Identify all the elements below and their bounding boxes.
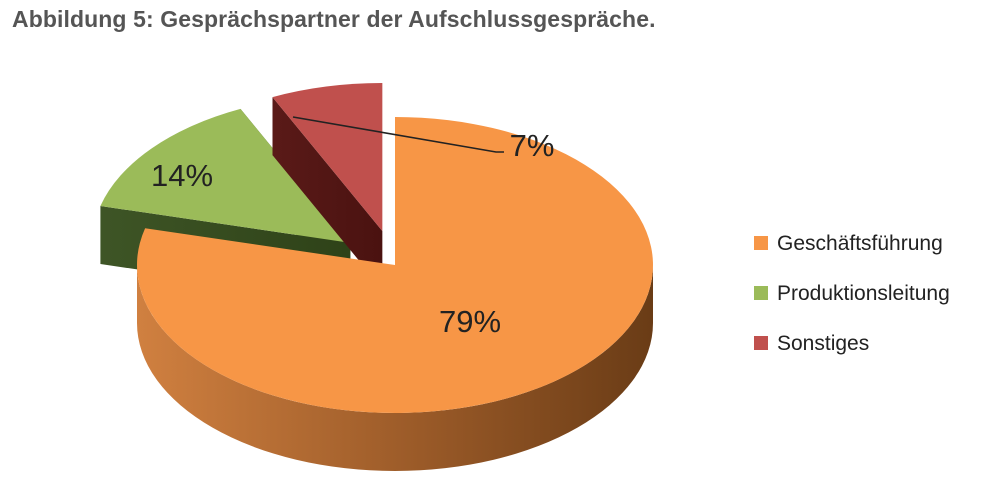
legend-label: Geschäftsführung	[777, 232, 943, 255]
pie-slices	[100, 83, 654, 471]
legend-item-sonstiges: Sonstiges	[754, 332, 869, 355]
data-label-sonstiges: 7%	[510, 128, 555, 163]
data-labels: 79% 14% 7%	[151, 116, 555, 339]
legend-swatch	[754, 336, 768, 350]
legend-item-geschaftsfuhrung: Geschäftsführung	[754, 232, 943, 255]
slice-side-sonstiges	[272, 97, 383, 290]
slice-top-sonstiges	[272, 83, 383, 232]
legend-swatch	[754, 236, 768, 250]
legend-item-produktionsleitung: Produktionsleitung	[754, 282, 950, 305]
legend-swatch	[754, 286, 768, 300]
slice-sonstiges	[272, 83, 383, 290]
slice-top-geschaftsfuhrung	[137, 117, 654, 413]
slice-top-produktionsleitung	[100, 108, 351, 243]
legend-label: Produktionsleitung	[777, 282, 950, 305]
slice-side-geschaftsfuhrung	[137, 265, 653, 471]
data-label-geschaftsfuhrung: 79%	[439, 304, 501, 339]
leader-line-sonstiges	[292, 116, 504, 153]
data-label-produktionsleitung: 14%	[151, 158, 213, 193]
legend: Geschäftsführung Produktionsleitung Sonsti…	[754, 232, 950, 355]
figure-title: Abbildung 5: Gesprächspartner der Aufsch…	[12, 6, 656, 32]
legend-label: Sonstiges	[777, 332, 869, 355]
slice-geschaftsfuhrung	[137, 117, 654, 471]
